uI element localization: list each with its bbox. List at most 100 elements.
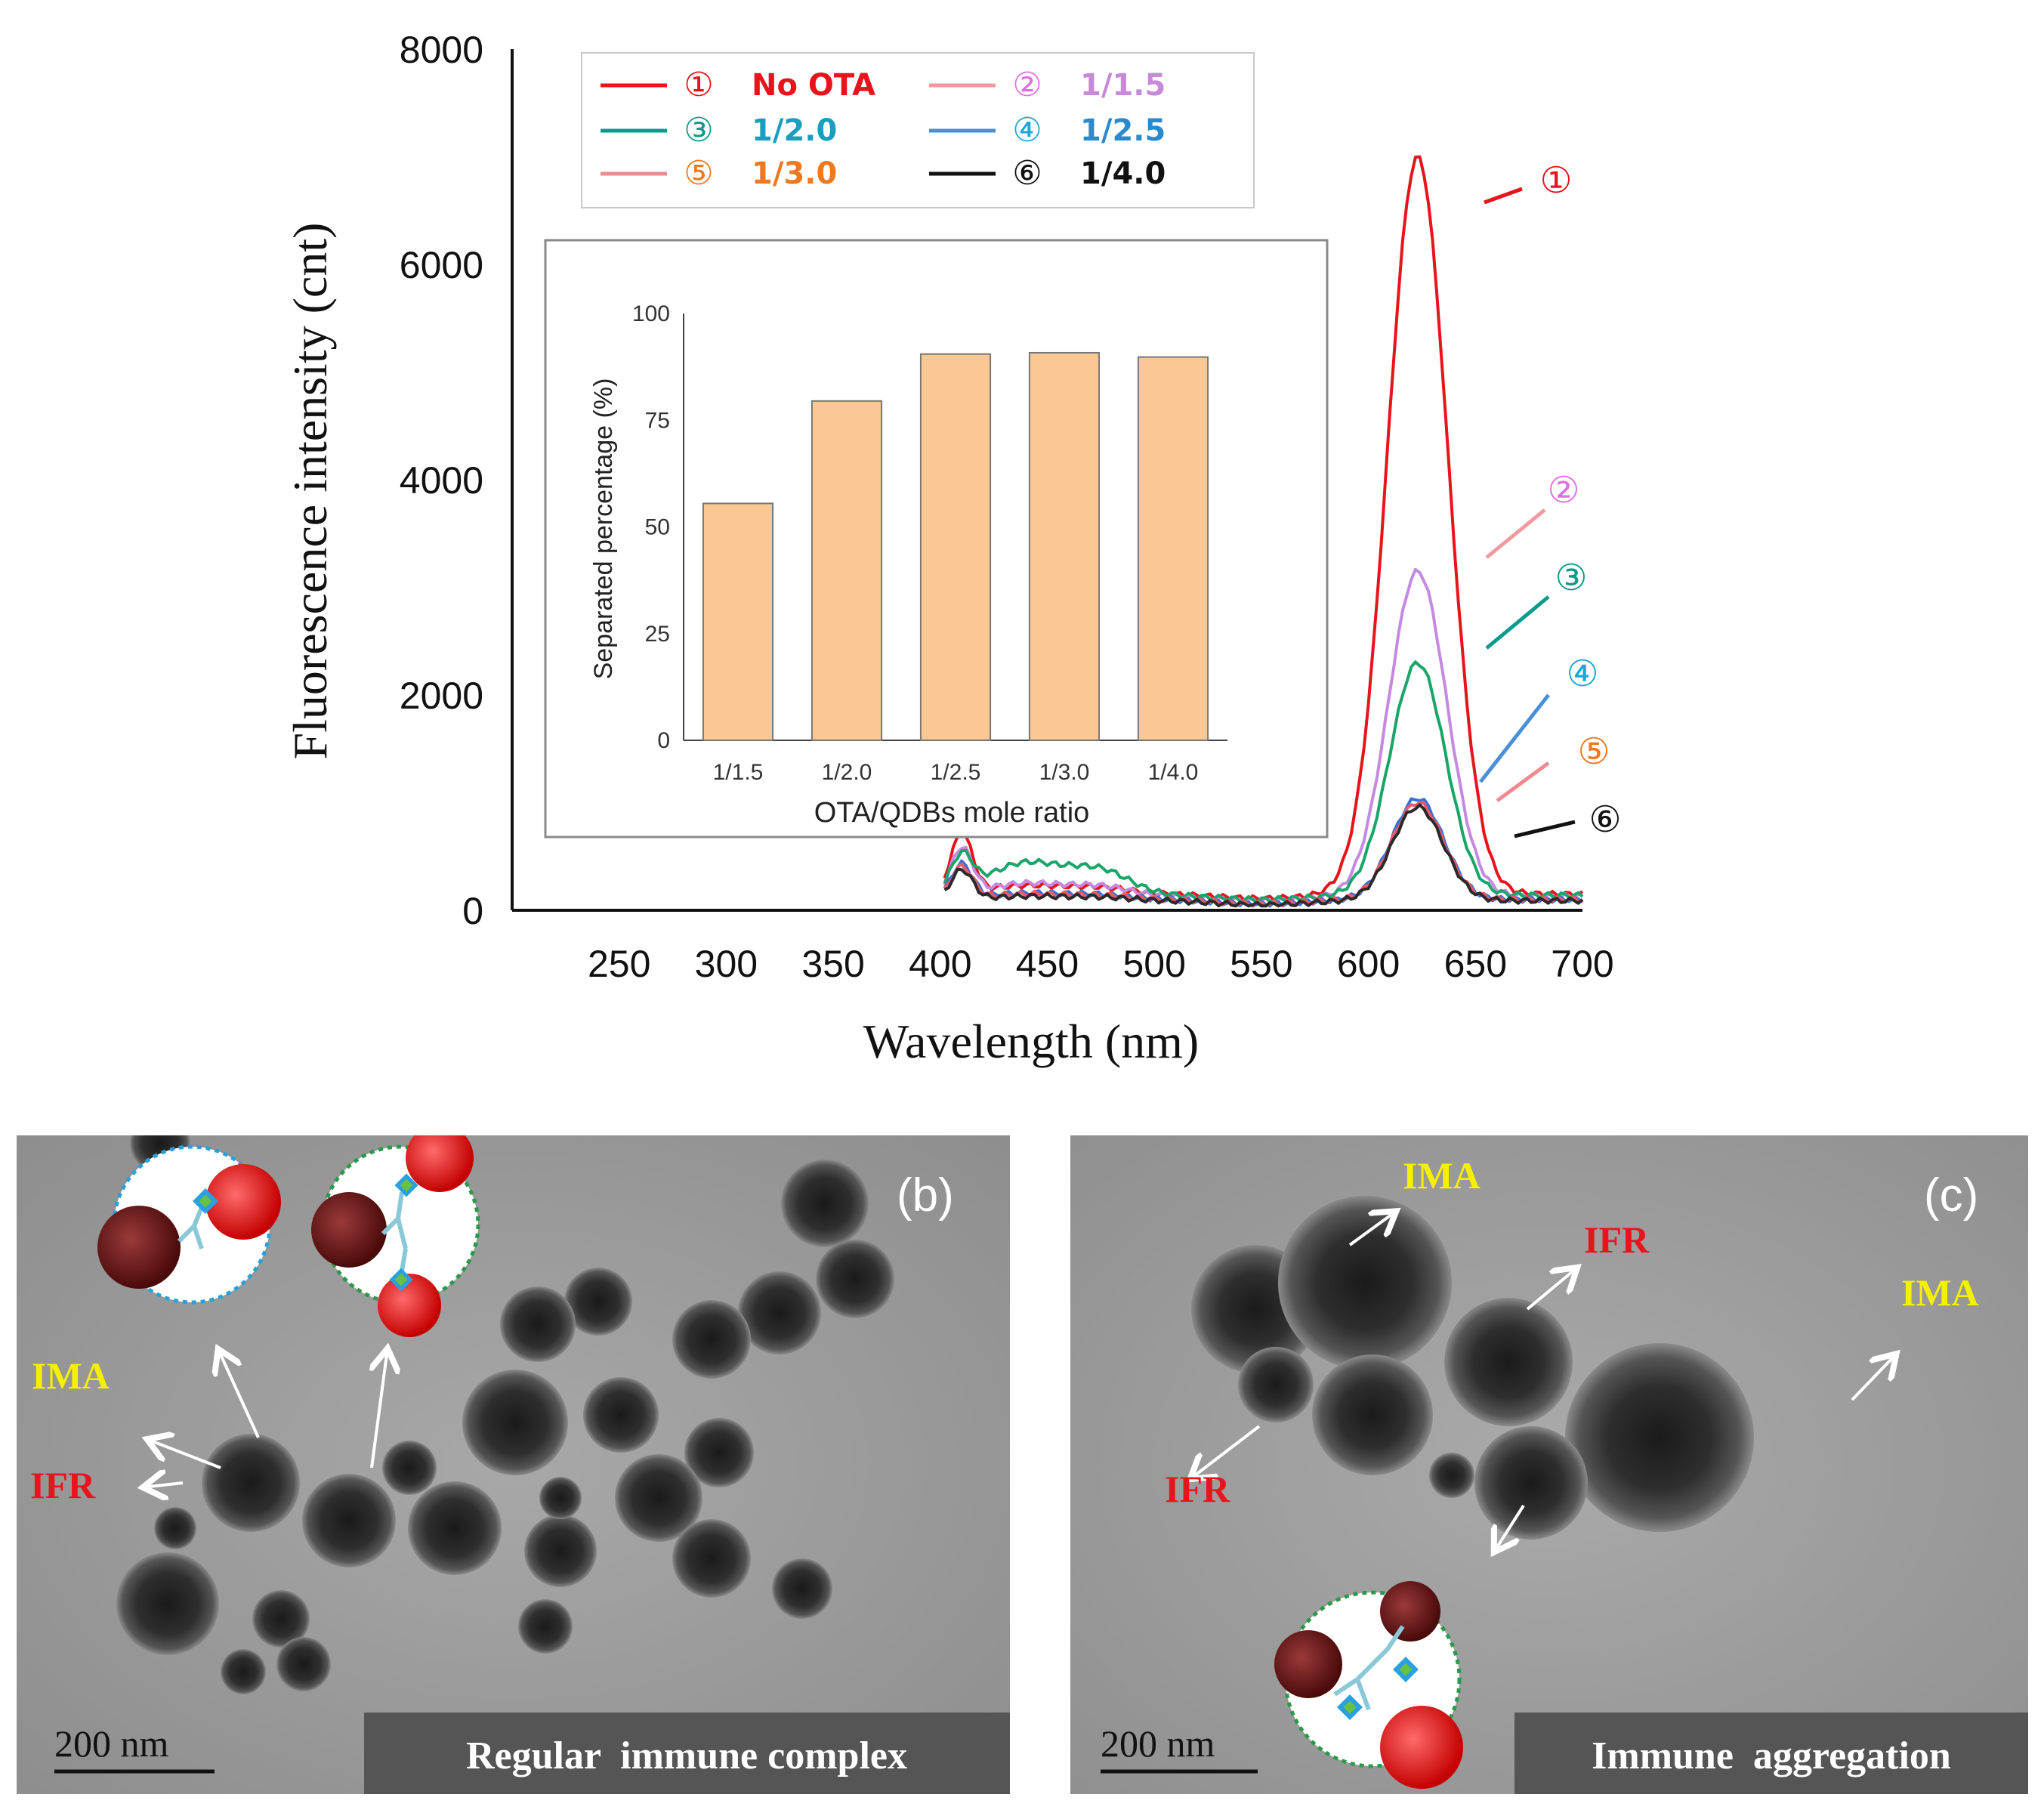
nanoparticle xyxy=(1429,1453,1474,1498)
y-tick-label: 8000 xyxy=(400,29,483,71)
nanoparticle xyxy=(684,1418,754,1487)
legend-frame xyxy=(581,52,1255,208)
legend-marker-2: ② xyxy=(1012,66,1042,104)
inset-schematic-2 xyxy=(311,1135,480,1337)
inset-schematic-1 xyxy=(97,1144,281,1305)
annotation-arrows xyxy=(1195,1215,1892,1547)
nanoparticle xyxy=(1474,1426,1588,1540)
main-y-axis-label: Fluorescence intensity (cnt) xyxy=(283,223,337,760)
nanoparticle xyxy=(672,1519,751,1598)
nanoparticle xyxy=(564,1268,632,1336)
inset-x-tick-label: 1/2.0 xyxy=(822,760,872,785)
tem-panel-b: IMA IFR (b) 200 nm Regular immune comple… xyxy=(17,1135,1010,1794)
nanoparticle xyxy=(154,1507,196,1549)
bar-1/2.5 xyxy=(919,353,992,741)
nanoparticle xyxy=(615,1454,702,1542)
y-tick-label: 2000 xyxy=(400,675,483,717)
nanoparticle xyxy=(252,1590,310,1648)
callout-line-2 xyxy=(1485,508,1546,559)
nanoparticle xyxy=(276,1637,331,1691)
annotation-ifr: IFR xyxy=(1584,1218,1650,1261)
bar-1/4.0 xyxy=(1137,356,1209,741)
inset-x-tick-label: 1/1.5 xyxy=(713,760,764,785)
nanoparticle xyxy=(524,1515,597,1587)
callout-line-6 xyxy=(1514,820,1576,839)
nanoparticle xyxy=(583,1377,659,1453)
inset-y-tick-label: 25 xyxy=(645,622,670,647)
nanoparticle xyxy=(781,1160,869,1247)
scale-bar-label: 200 nm xyxy=(1101,1722,1215,1765)
callout-line-4 xyxy=(1479,693,1550,783)
inset-x-tick-label: 1/3.0 xyxy=(1039,760,1090,785)
callout-line-1 xyxy=(1484,187,1523,205)
legend-label-3: 1/2.0 xyxy=(752,113,837,148)
nanoparticle xyxy=(772,1558,832,1619)
caption: Immune aggregation xyxy=(1592,1734,1951,1777)
annotation-arrows xyxy=(149,1354,387,1487)
callout-marker-4: ④ xyxy=(1566,653,1598,695)
callout-marker-2: ② xyxy=(1547,469,1579,511)
inset-bars xyxy=(702,351,1209,742)
series-line-3 xyxy=(943,660,1584,903)
callout-marker-1: ① xyxy=(1539,159,1572,202)
nanoparticle xyxy=(1444,1298,1573,1426)
series-line-6 xyxy=(943,803,1584,908)
inset-x-tick-label: 1/2.5 xyxy=(931,760,981,785)
tem-image-b: IMA IFR (b) 200 nm Regular immune comple… xyxy=(17,1135,1010,1794)
x-tick-label: 700 xyxy=(1551,943,1613,985)
legend-marker-3: ③ xyxy=(684,111,713,150)
inset-tick-labels: 0 25 50 75 100 1/1.5 1/2.0 1/2.5 1/3.0 1/4.0 xyxy=(632,301,1198,785)
annotation-ima: IMA xyxy=(1901,1271,1979,1314)
x-tick-label: 550 xyxy=(1230,943,1292,985)
main-x-axis-label: Wavelength (nm) xyxy=(863,1015,1199,1068)
legend-label-6: 1/4.0 xyxy=(1080,156,1166,191)
nanoparticle-cluster xyxy=(1191,1196,1754,1540)
nanoparticle xyxy=(1565,1343,1754,1532)
panel-label: (b) xyxy=(897,1169,954,1222)
fluorescence-spectrum-chart: 250 300 350 400 450 500 550 600 650 7000200040006… xyxy=(283,29,1622,1068)
callout-marker-5: ⑤ xyxy=(1577,730,1610,773)
nanoparticle xyxy=(816,1240,894,1318)
callout-marker-3: ③ xyxy=(1555,557,1587,599)
inset-y-tick-label: 0 xyxy=(657,728,670,753)
callout-marker-6: ⑥ xyxy=(1589,798,1621,841)
x-tick-label: 650 xyxy=(1444,943,1507,985)
legend-marker-6: ⑥ xyxy=(1012,154,1042,193)
callout-line-5 xyxy=(1496,761,1550,803)
panel-label: (c) xyxy=(1924,1169,1978,1222)
nanoparticle xyxy=(539,1477,582,1519)
legend-marker-5: ⑤ xyxy=(684,154,713,193)
nanoparticle xyxy=(672,1300,751,1379)
inset-bar-chart: 0 25 50 75 100 1/1.5 1/2.0 1/2.5 1/3.0 1/4.0 Sepa… xyxy=(544,239,1329,839)
caption-box xyxy=(364,1713,1010,1794)
nanoparticle xyxy=(518,1599,573,1654)
x-tick-label: 300 xyxy=(695,943,758,985)
annotation-ima: IMA xyxy=(1403,1154,1481,1197)
inset-y-axis-label: Separated percentage (%) xyxy=(589,378,618,680)
nanoparticle-cluster xyxy=(116,1135,894,1694)
main-axes xyxy=(511,49,1582,912)
tem-panel-c: IMA IFR IMA IFR (c) 200 nm Immune aggreg… xyxy=(1070,1135,2028,1794)
nanoparticle xyxy=(408,1481,502,1575)
x-tick-label: 250 xyxy=(588,943,650,985)
annotation-ima: IMA xyxy=(32,1354,110,1397)
bar-1/2.0 xyxy=(810,400,883,741)
series-line-2 xyxy=(943,567,1583,905)
legend-label-2: 1/1.5 xyxy=(1080,68,1166,103)
bar-1/3.0 xyxy=(1028,351,1101,742)
inset-schematic-3 xyxy=(1274,1581,1463,1789)
caption-box xyxy=(1514,1713,2028,1794)
caption: Regular immune complex xyxy=(466,1734,907,1777)
inset-x-axis-label: OTA/QDBs mole ratio xyxy=(814,797,1090,829)
nanoparticle xyxy=(1312,1354,1433,1475)
nanoparticle xyxy=(1238,1347,1314,1422)
legend: ① No OTA ② 1/1.5 ③ 1/2.0 ④ 1/2.5 ⑤ 1/3.0 ⑥ 1/4.0 xyxy=(581,52,1255,208)
inset-y-tick-label: 50 xyxy=(645,515,670,540)
x-tick-label: 400 xyxy=(909,943,971,985)
legend-marker-1: ① xyxy=(684,66,713,104)
bar-1/1.5 xyxy=(702,502,774,741)
nanoparticle xyxy=(382,1441,437,1495)
tem-image-c: IMA IFR IMA IFR (c) 200 nm Immune aggreg… xyxy=(1070,1135,2028,1794)
y-tick-label: 6000 xyxy=(400,244,483,286)
nanoparticle xyxy=(221,1649,266,1694)
